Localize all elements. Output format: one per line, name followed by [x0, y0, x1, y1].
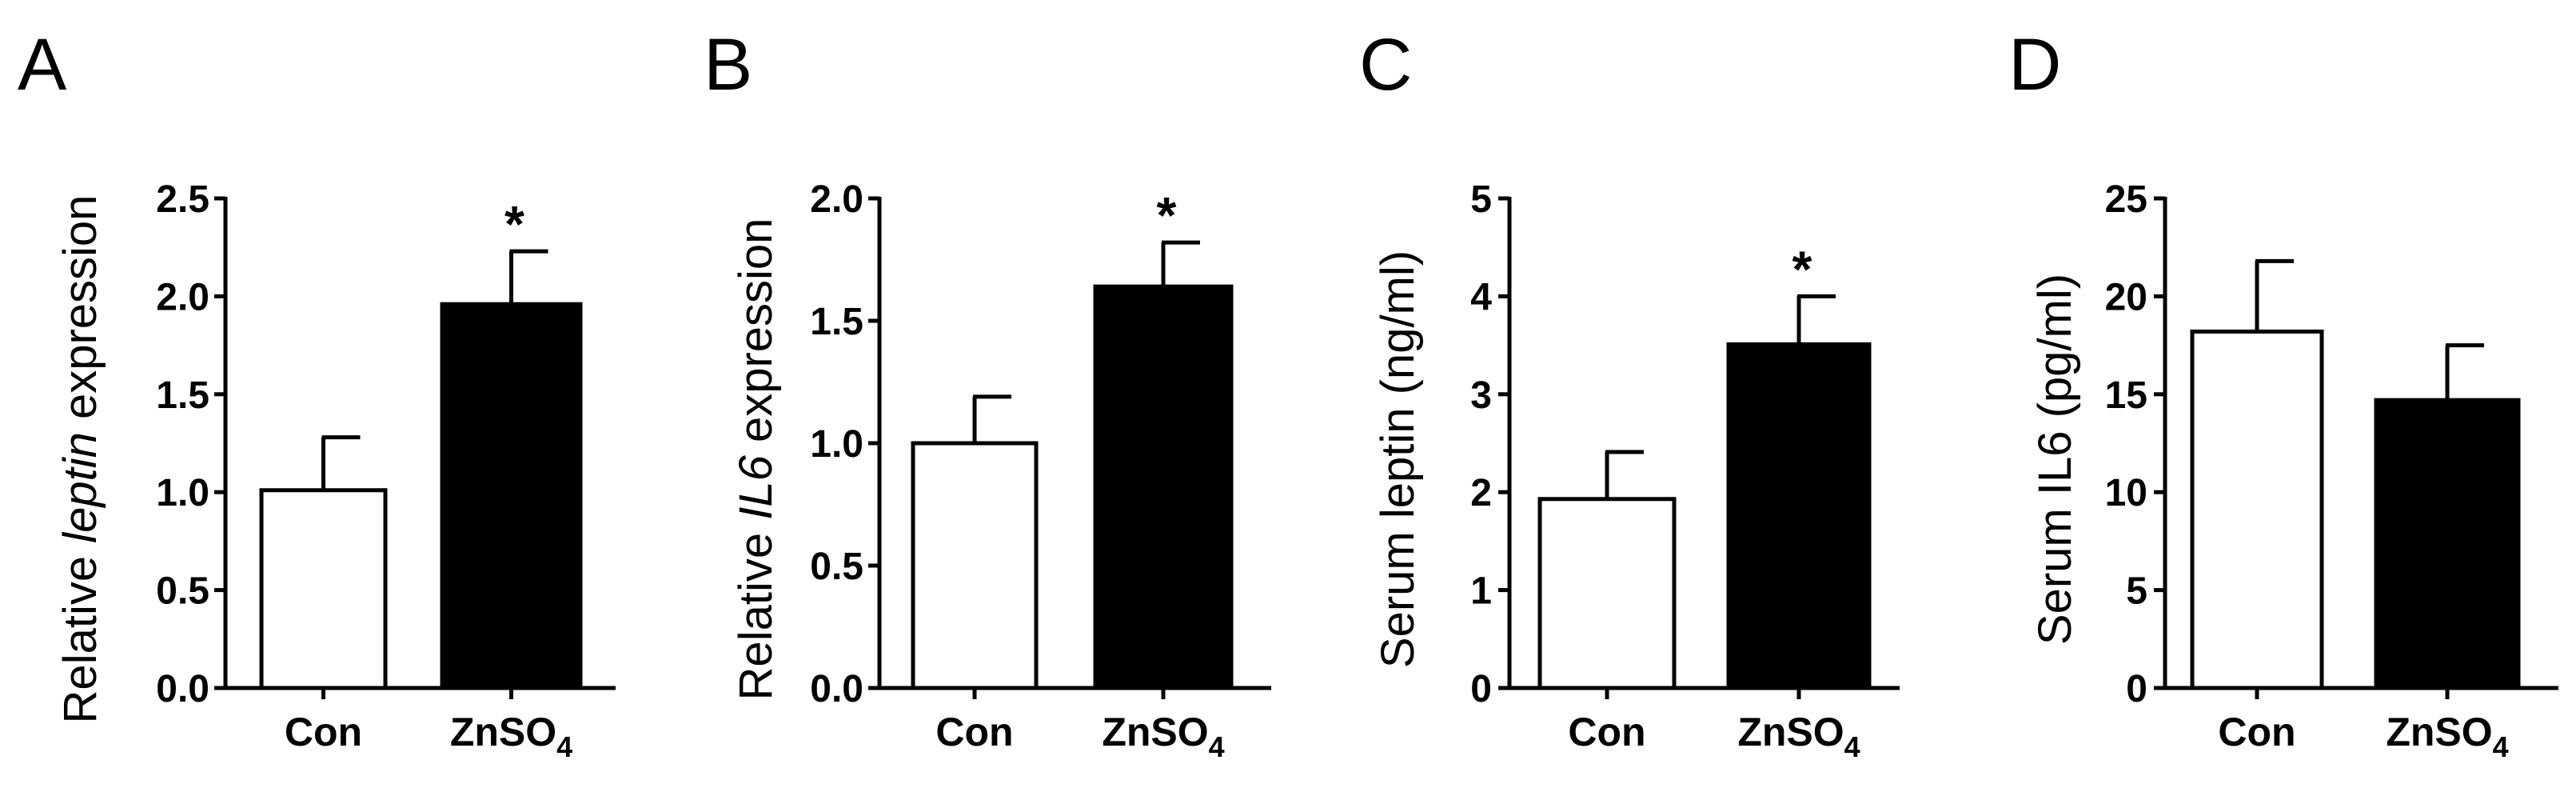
- y-tick-label: 0.0: [810, 668, 863, 710]
- y-tick-label: 1.0: [810, 423, 863, 466]
- bar-znso4: [1726, 342, 1872, 690]
- y-tick-label: 2.5: [156, 178, 209, 221]
- y-tick-label: 0.0: [156, 668, 209, 710]
- bar-znso4: [2374, 398, 2521, 690]
- y-tick-label: 1.0: [156, 472, 209, 514]
- significance-marker: *: [504, 195, 524, 253]
- y-tick-label: 0.5: [810, 546, 863, 588]
- panel-letter: A: [18, 24, 67, 106]
- bar-con: [2190, 329, 2324, 690]
- y-tick-label: 5: [2126, 570, 2147, 613]
- category-label: ZnSO4: [2386, 710, 2508, 763]
- category-label: Con: [2218, 710, 2295, 754]
- y-tick-label: 25: [2105, 178, 2147, 221]
- bar-znso4: [1093, 284, 1234, 690]
- y-tick-label: 15: [2105, 374, 2147, 417]
- panel-b: B 0.0 0.5 1.0 1.5 2.0 Con * ZnSO4 Relative IL6 ex…: [704, 24, 1271, 763]
- panel-c: C 0 1 2 3 4 5 Con * ZnSO4 Serum leptin (ng/ml): [1359, 24, 1900, 763]
- category-label: ZnSO4: [1737, 710, 1860, 763]
- y-tick-label: 3: [1470, 374, 1492, 417]
- y-tick-label: 2.0: [156, 276, 209, 318]
- y-tick-label: 20: [2105, 276, 2147, 318]
- panel-letter: D: [2008, 24, 2061, 106]
- panel-a: A 0.0 0.5 1.0 1.5 2.0 2.5 Con * ZnSO4 Relative lep…: [18, 24, 616, 763]
- bar-con: [911, 441, 1039, 690]
- category-label: ZnSO4: [1102, 710, 1224, 763]
- bar-con: [259, 488, 388, 690]
- significance-marker: *: [1792, 240, 1812, 298]
- y-tick-label: 0.5: [156, 570, 209, 613]
- y-tick-label: 2.0: [810, 178, 863, 221]
- y-tick-label: 4: [1470, 276, 1492, 318]
- y-tick-label: 1.5: [810, 301, 863, 343]
- y-tick-label: 10: [2105, 472, 2147, 514]
- significance-marker: *: [1157, 186, 1177, 244]
- panel-d: D 0 5 10 15 20 25 Con ZnSO4 Serum IL6 (pg/ml): [2008, 24, 2558, 763]
- bar-znso4: [440, 302, 583, 690]
- bar-con: [1537, 497, 1677, 690]
- y-axis-label: Relative leptin expression: [54, 195, 106, 724]
- y-tick-label: 1.5: [156, 374, 209, 417]
- y-axis-label: Serum leptin (ng/ml): [1372, 250, 1424, 668]
- category-label: Con: [1568, 710, 1645, 754]
- panel-letter: C: [1359, 24, 1412, 106]
- y-tick-label: 0: [1470, 668, 1492, 710]
- y-axis-label: Serum IL6 (pg/ml): [2029, 274, 2081, 645]
- category-label: Con: [935, 710, 1013, 754]
- y-tick-label: 5: [1470, 178, 1492, 221]
- y-tick-label: 0: [2126, 668, 2147, 710]
- y-tick-label: 2: [1470, 472, 1492, 514]
- y-axis-label: Relative IL6 expression: [730, 218, 782, 701]
- category-label: Con: [285, 710, 362, 754]
- category-label: ZnSO4: [450, 710, 572, 763]
- panel-letter: B: [704, 24, 752, 106]
- y-tick-label: 1: [1470, 570, 1492, 613]
